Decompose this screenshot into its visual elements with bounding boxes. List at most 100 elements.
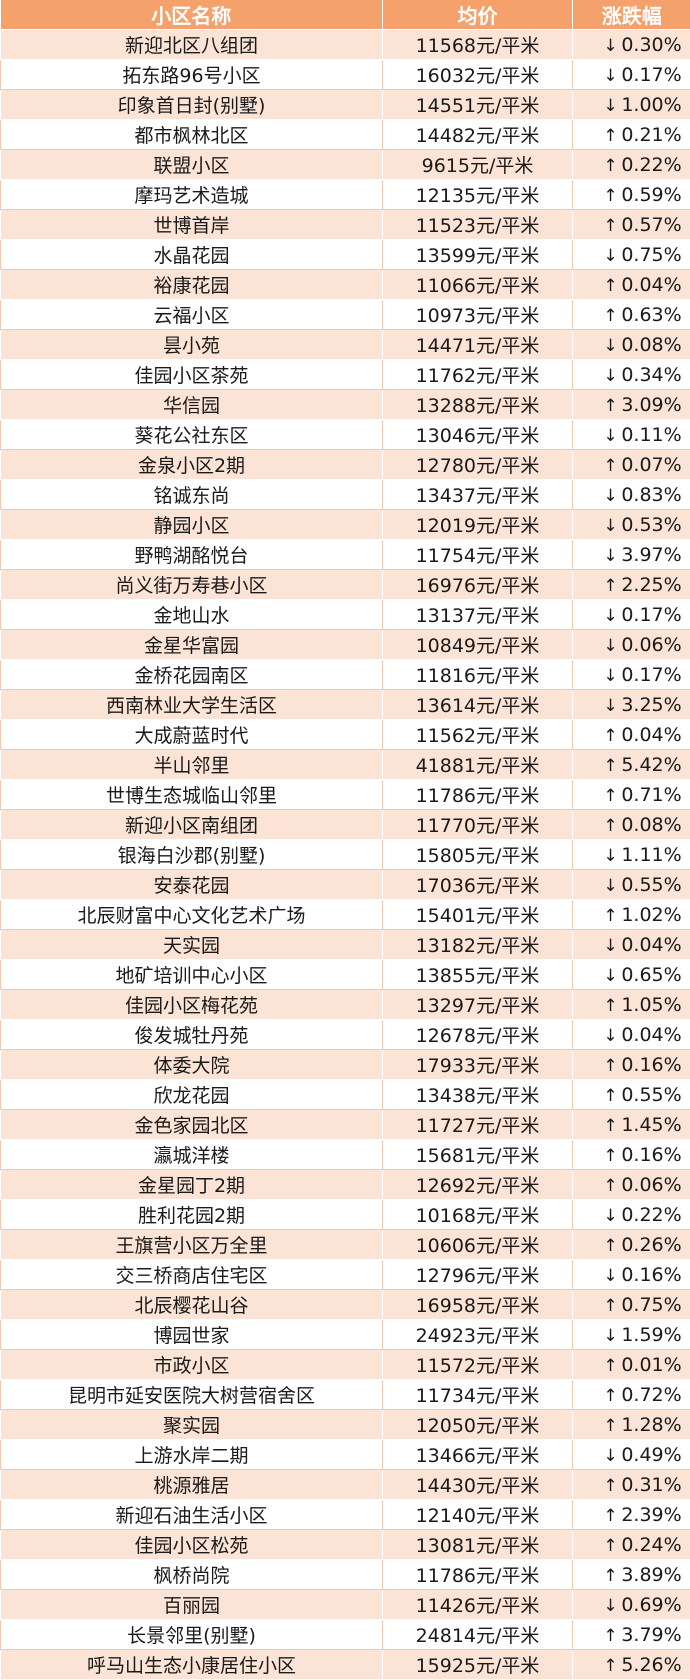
table-row: 上游水岸二期 13466元/平米 ↓ 0.49%	[0, 1439, 690, 1470]
price-change-value: 3.79%	[621, 1623, 682, 1646]
price-change: ↑ 0.08%	[572, 809, 690, 840]
price-change: ↓ 1.00%	[572, 89, 690, 120]
price-change: ↑ 0.16%	[572, 1139, 690, 1170]
price-change: ↑ 3.09%	[572, 389, 690, 420]
average-price: 11786元/平米	[382, 1559, 573, 1590]
price-change: ↑ 0.16%	[572, 1049, 690, 1080]
average-price: 11786元/平米	[382, 779, 573, 810]
price-change: ↓ 0.75%	[572, 239, 690, 270]
price-change-value: 0.71%	[621, 783, 682, 806]
average-price: 13182元/平米	[382, 929, 573, 960]
average-price: 14471元/平米	[382, 329, 573, 360]
arrow-up-icon: ↑	[603, 815, 618, 836]
price-change-value: 5.26%	[621, 1653, 682, 1676]
price-change: ↓ 0.49%	[572, 1439, 690, 1470]
arrow-up-icon: ↑	[603, 755, 618, 776]
arrow-down-icon: ↓	[603, 425, 618, 446]
community-name: 半山邻里	[0, 749, 383, 780]
price-change-value: 0.21%	[621, 123, 682, 146]
arrow-up-icon: ↑	[603, 725, 618, 746]
community-name: 尚义街万寿巷小区	[0, 569, 383, 600]
community-name: 摩玛艺术造城	[0, 179, 383, 210]
average-price: 16958元/平米	[382, 1289, 573, 1320]
price-change-value: 0.55%	[621, 873, 682, 896]
price-change: ↑ 2.25%	[572, 569, 690, 600]
community-name: 世博生态城临山邻里	[0, 779, 383, 810]
price-change-value: 0.04%	[621, 723, 682, 746]
price-change: ↓ 1.59%	[572, 1319, 690, 1350]
price-change: ↑ 2.39%	[572, 1499, 690, 1530]
price-change-value: 1.11%	[621, 843, 682, 866]
price-change: ↓ 0.65%	[572, 959, 690, 990]
average-price: 11066元/平米	[382, 269, 573, 300]
arrow-up-icon: ↑	[603, 1085, 618, 1106]
community-name: 银海白沙郡(别墅)	[0, 839, 383, 870]
average-price: 12796元/平米	[382, 1259, 573, 1290]
arrow-up-icon: ↑	[603, 125, 618, 146]
price-change-value: 0.04%	[621, 1023, 682, 1046]
price-change-value: 0.16%	[621, 1263, 682, 1286]
average-price: 10849元/平米	[382, 629, 573, 660]
price-change: ↑ 5.26%	[572, 1649, 690, 1680]
average-price: 16032元/平米	[382, 59, 573, 90]
price-change: ↓ 1.11%	[572, 839, 690, 870]
arrow-up-icon: ↑	[603, 1655, 618, 1676]
community-name: 金色家园北区	[0, 1109, 383, 1140]
average-price: 16976元/平米	[382, 569, 573, 600]
table-row: 俊发城牡丹苑 12678元/平米 ↓ 0.04%	[0, 1019, 690, 1050]
price-change: ↑ 5.42%	[572, 749, 690, 780]
arrow-down-icon: ↓	[603, 485, 618, 506]
price-change: ↑ 3.79%	[572, 1619, 690, 1650]
price-change: ↓ 0.11%	[572, 419, 690, 450]
table-row: 金色家园北区 11727元/平米 ↑ 1.45%	[0, 1109, 690, 1140]
table-row: 天实园 13182元/平米 ↓ 0.04%	[0, 929, 690, 960]
arrow-up-icon: ↑	[603, 1535, 618, 1556]
community-name: 长景邻里(别墅)	[0, 1619, 383, 1650]
arrow-up-icon: ↑	[603, 185, 618, 206]
table-row: 百丽园 11426元/平米 ↓ 0.69%	[0, 1589, 690, 1620]
table-row: 昙小苑 14471元/平米 ↓ 0.08%	[0, 329, 690, 360]
arrow-down-icon: ↓	[603, 605, 618, 626]
average-price: 12678元/平米	[382, 1019, 573, 1050]
price-change: ↑ 0.01%	[572, 1349, 690, 1380]
arrow-up-icon: ↑	[603, 785, 618, 806]
arrow-down-icon: ↓	[603, 1205, 618, 1226]
table-row: 市政小区 11572元/平米 ↑ 0.01%	[0, 1349, 690, 1380]
average-price: 12135元/平米	[382, 179, 573, 210]
price-change: ↓ 0.17%	[572, 659, 690, 690]
average-price: 14482元/平米	[382, 119, 573, 150]
price-change-value: 0.30%	[621, 33, 682, 56]
community-name: 佳园小区茶苑	[0, 359, 383, 390]
average-price: 13614元/平米	[382, 689, 573, 720]
table-row: 印象首日封(别墅) 14551元/平米 ↓ 1.00%	[0, 89, 690, 120]
average-price: 13599元/平米	[382, 239, 573, 270]
table-row: 欣龙花园 13438元/平米 ↑ 0.55%	[0, 1079, 690, 1110]
price-change-value: 3.25%	[621, 693, 682, 716]
arrow-down-icon: ↓	[603, 95, 618, 116]
average-price: 12019元/平米	[382, 509, 573, 540]
arrow-up-icon: ↑	[603, 995, 618, 1016]
price-change-value: 0.59%	[621, 183, 682, 206]
community-name: 枫桥尚院	[0, 1559, 383, 1590]
average-price: 11727元/平米	[382, 1109, 573, 1140]
community-name: 拓东路96号小区	[0, 59, 383, 90]
price-change: ↓ 0.34%	[572, 359, 690, 390]
table-row: 葵花公社东区 13046元/平米 ↓ 0.11%	[0, 419, 690, 450]
table-row: 交三桥商店住宅区 12796元/平米 ↓ 0.16%	[0, 1259, 690, 1290]
community-name: 西南林业大学生活区	[0, 689, 383, 720]
table-header: 小区名称 均价 涨跌幅	[0, 0, 690, 30]
price-change-value: 0.22%	[621, 153, 682, 176]
arrow-up-icon: ↑	[603, 455, 618, 476]
arrow-down-icon: ↓	[603, 875, 618, 896]
community-name: 野鸭湖酩悦台	[0, 539, 383, 570]
community-name: 联盟小区	[0, 149, 383, 180]
price-change-value: 0.55%	[621, 1083, 682, 1106]
price-change-value: 0.22%	[621, 1203, 682, 1226]
price-change: ↑ 1.02%	[572, 899, 690, 930]
arrow-up-icon: ↑	[603, 1115, 618, 1136]
price-change: ↑ 1.05%	[572, 989, 690, 1020]
table-row: 新迎小区南组团 11770元/平米 ↑ 0.08%	[0, 809, 690, 840]
price-change-value: 0.06%	[621, 633, 682, 656]
community-name: 北辰财富中心文化艺术广场	[0, 899, 383, 930]
arrow-down-icon: ↓	[603, 1265, 618, 1286]
